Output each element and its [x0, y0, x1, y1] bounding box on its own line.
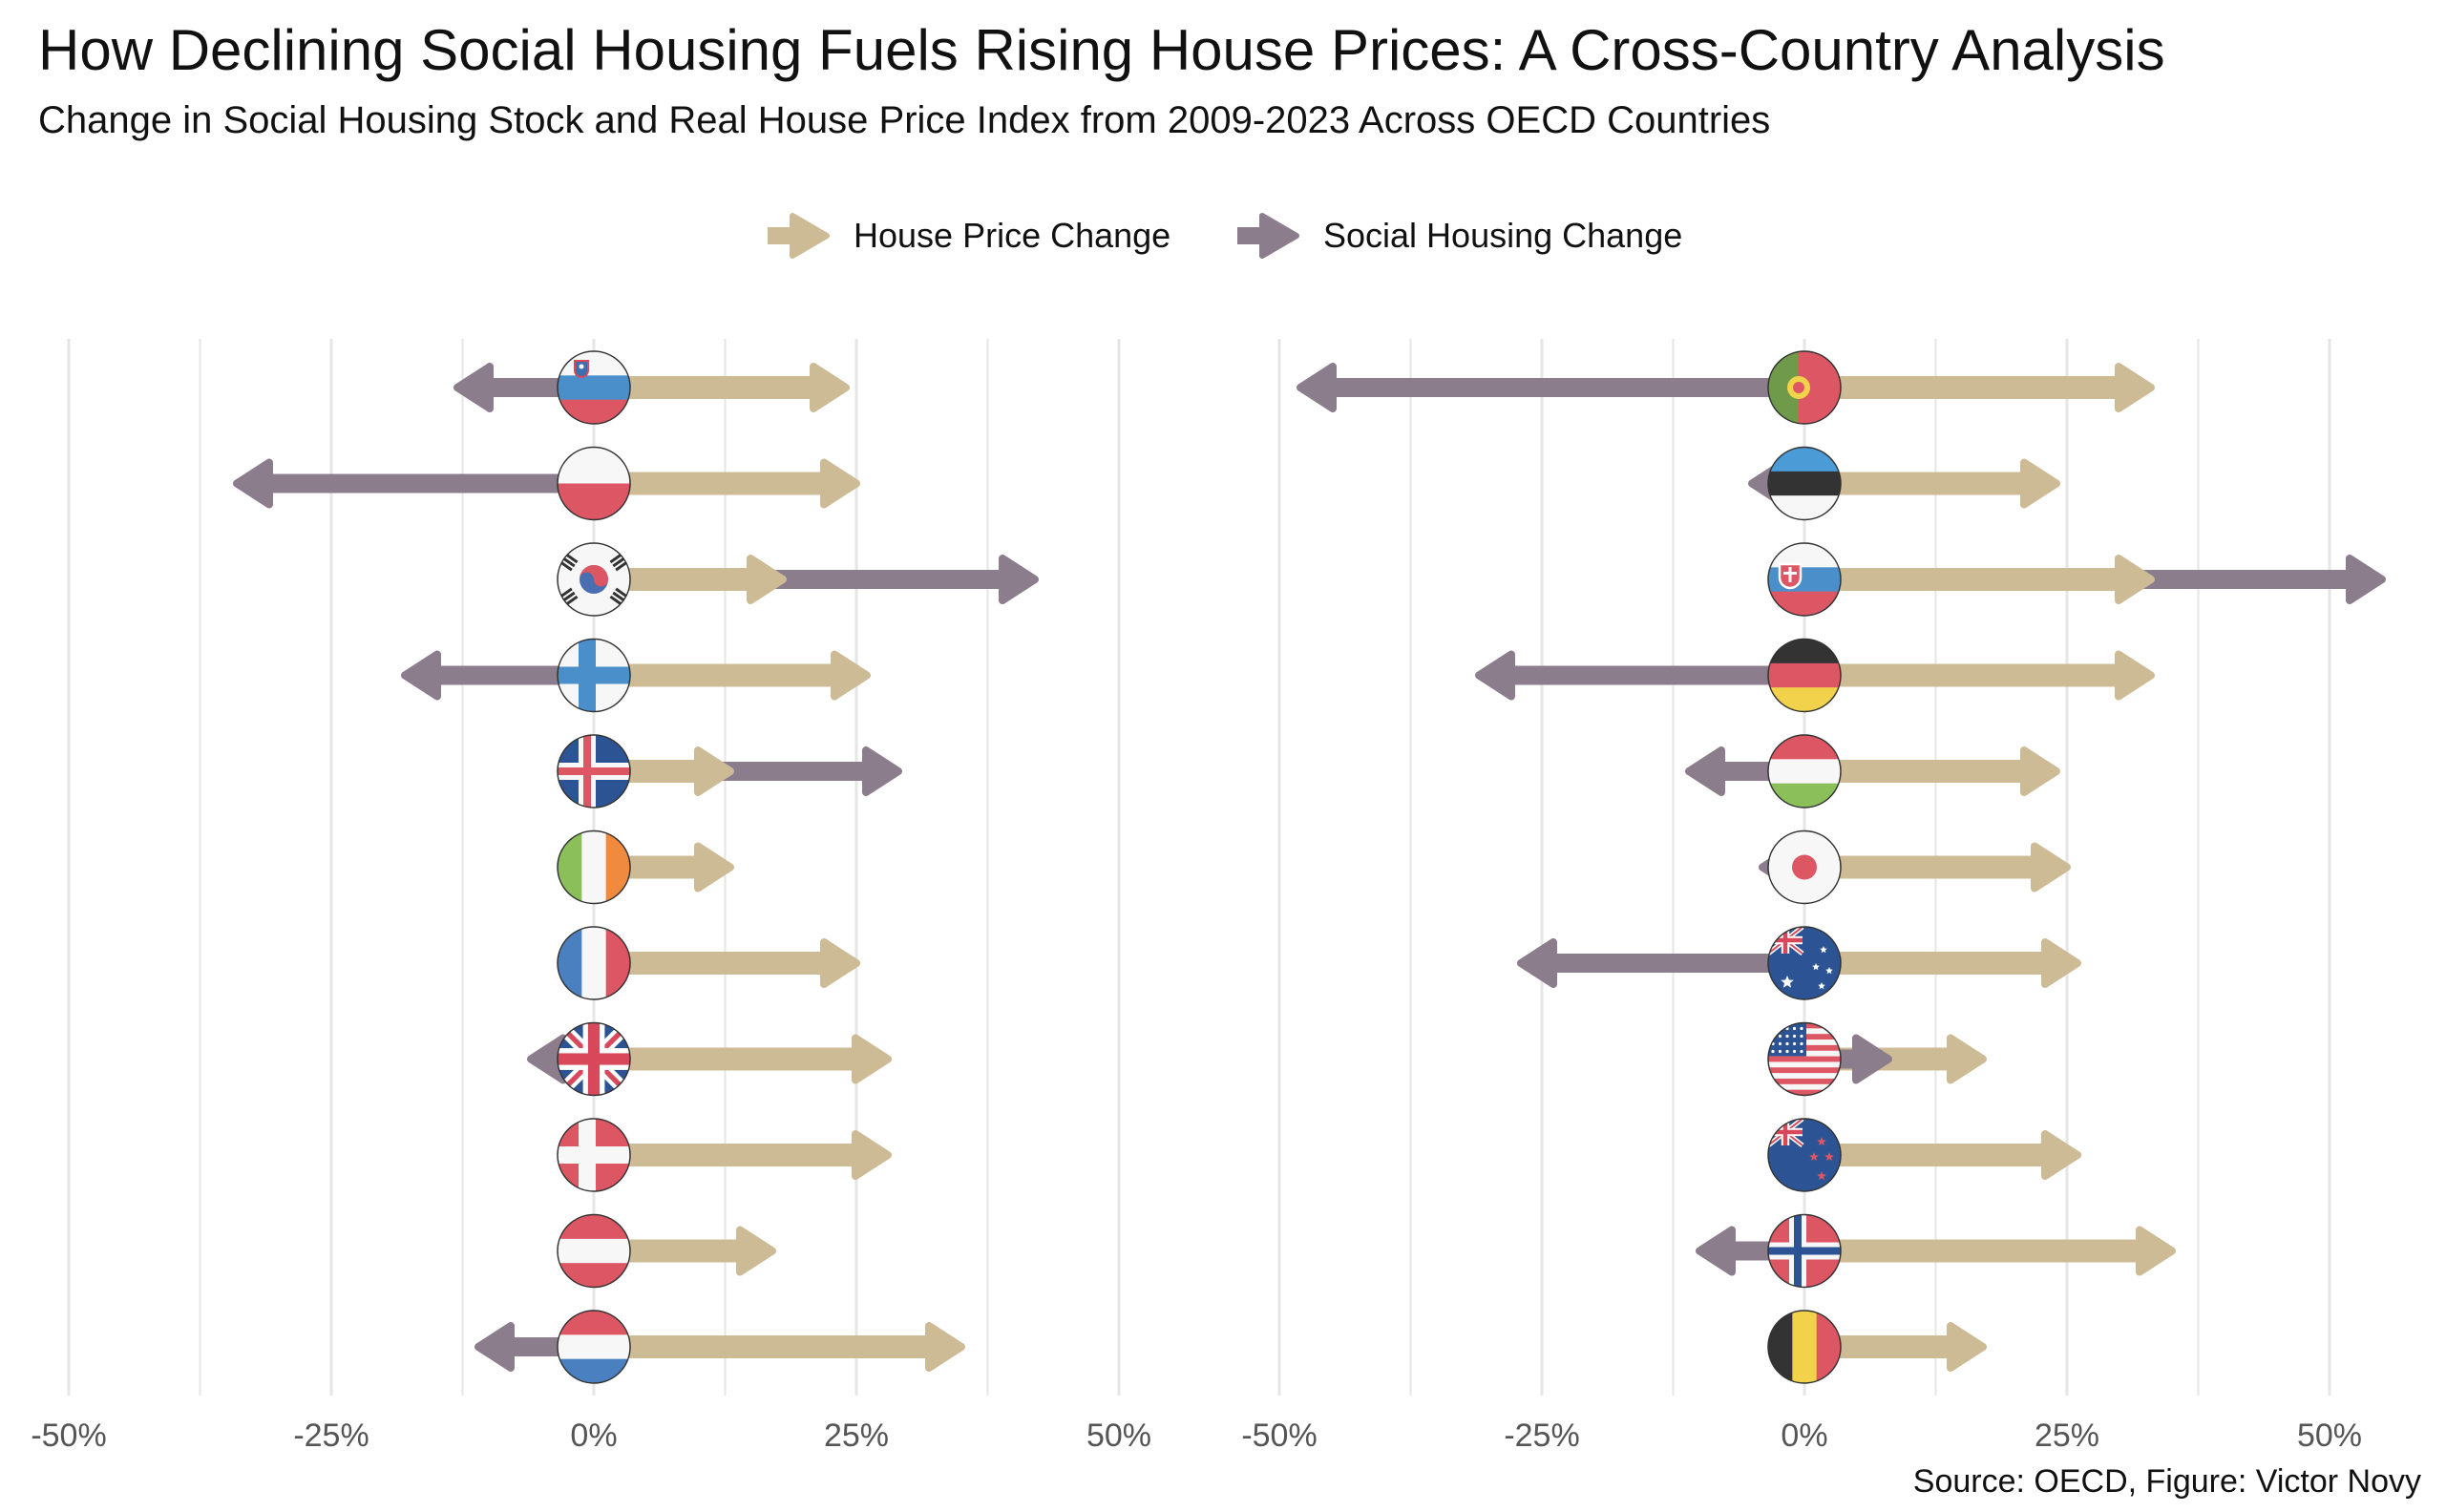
slovakia-flag-icon [1767, 542, 1842, 617]
x-tick-label: 50% [1086, 1418, 1151, 1454]
x-tick-label: -50% [1241, 1418, 1317, 1454]
house-price-arrow [582, 1130, 892, 1180]
social-arrow-icon [1237, 213, 1299, 259]
house-price-arrow [1793, 1130, 2081, 1180]
legend-item-house: House Price Change [764, 202, 1170, 269]
legend-item-social: Social Housing Change [1234, 202, 1682, 269]
south-korea-flag-icon [557, 542, 631, 617]
x-tick-label: 50% [2297, 1418, 2362, 1454]
belgium-flag-icon [1767, 1310, 1842, 1384]
x-tick-label: 0% [570, 1418, 617, 1454]
netherlands-flag-icon [557, 1310, 631, 1384]
house-price-arrow [582, 650, 871, 701]
united-states-flag-icon [1767, 1021, 1842, 1097]
finland-flag-icon [557, 638, 631, 713]
slovenia-flag-icon [557, 350, 631, 425]
legend-label-social: Social Housing Change [1323, 216, 1683, 255]
house-arrow-icon [768, 213, 830, 259]
house-price-arrow [1793, 650, 2155, 701]
legend: House Price Change Social Housing Change [0, 202, 2446, 269]
house-price-arrow [1793, 1226, 2176, 1276]
x-tick-label: 0% [1781, 1418, 1827, 1454]
house-price-arrow [1793, 458, 2060, 509]
house-price-arrow [582, 1034, 892, 1084]
x-tick-label: 25% [2035, 1418, 2099, 1454]
social-housing-arrow [1517, 938, 1814, 988]
japan-flag-icon [1767, 830, 1842, 905]
austria-flag-icon [557, 1213, 631, 1289]
x-tick-label: 25% [824, 1418, 889, 1454]
estonia-flag-icon [1767, 446, 1842, 521]
house-price-arrow [582, 1322, 965, 1372]
social-housing-arrow [1475, 650, 1814, 701]
australia-flag-icon [1767, 926, 1842, 1000]
hungary-flag-icon [1767, 734, 1842, 808]
chart-subtitle: Change in Social Housing Stock and Real … [38, 99, 1771, 141]
united-kingdom-flag-icon [557, 1021, 631, 1097]
denmark-flag-icon [557, 1118, 631, 1192]
house-price-arrow [582, 363, 850, 412]
poland-flag-icon [557, 446, 631, 521]
source-caption: Source: OECD, Figure: Victor Novy [1912, 1463, 2421, 1500]
iceland-flag-icon [557, 734, 631, 808]
france-flag-icon [557, 926, 631, 1000]
chart-title: How Declining Social Housing Fuels Risin… [38, 18, 2165, 82]
house-price-arrow [1793, 938, 2081, 988]
house-price-arrow [1793, 363, 2155, 412]
house-price-arrow [582, 938, 860, 988]
social-housing-arrow [233, 458, 603, 509]
x-tick-label: -50% [31, 1418, 106, 1454]
ireland-flag-icon [557, 830, 631, 905]
x-tick-label: -25% [293, 1418, 369, 1454]
house-price-arrow [582, 458, 860, 509]
germany-flag-icon [1767, 638, 1842, 713]
house-price-arrow [1793, 746, 2060, 796]
house-price-arrow [1793, 555, 2155, 604]
legend-label-house: House Price Change [854, 216, 1171, 255]
new-zealand-flag-icon [1767, 1118, 1842, 1192]
house-price-arrow [1793, 842, 2071, 892]
x-tick-label: -25% [1504, 1418, 1579, 1454]
norway-flag-icon [1767, 1213, 1842, 1289]
social-housing-arrow [1297, 363, 1814, 412]
